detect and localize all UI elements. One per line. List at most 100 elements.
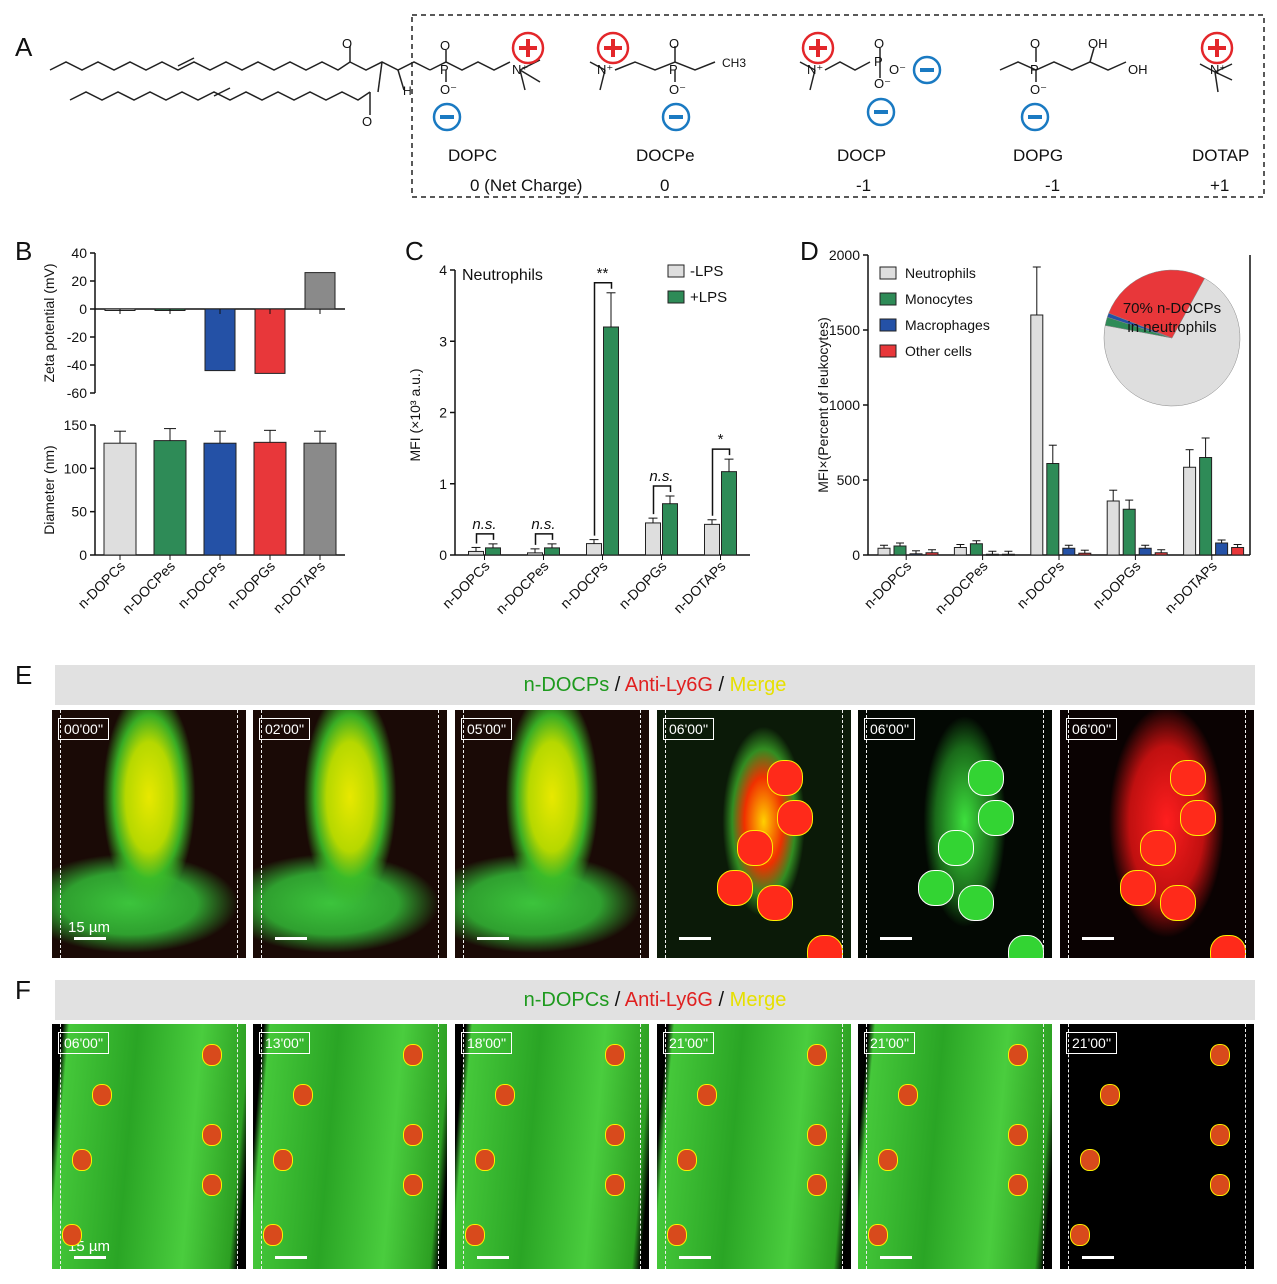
atom-o: O [669, 36, 680, 51]
cell-outline [1008, 1174, 1028, 1196]
timestamp: 06'00'' [1066, 718, 1118, 740]
molecule-name: DOPG [1013, 146, 1064, 165]
atom-n-plus: N⁺ [597, 62, 614, 77]
diameter-bar [153, 440, 187, 556]
y-tick-label: 2000 [829, 247, 860, 263]
mfi-percent-bar [893, 545, 907, 556]
scale-bar [74, 1256, 106, 1259]
scale-bar [275, 937, 307, 940]
title-antibody: Anti-Ly6G [624, 989, 713, 1011]
y-tick-label: 20 [71, 273, 87, 289]
cell-outline [1170, 760, 1206, 796]
atom-o-minus: O⁻ [1030, 82, 1047, 97]
microscopy-image: 02'00'' [253, 710, 447, 958]
mfi-bar [704, 523, 720, 556]
mfi-percent-bar [1078, 552, 1092, 556]
cell-outline [1008, 1124, 1028, 1146]
atom-p: P [440, 62, 449, 77]
legend-label: Neutrophils [905, 265, 976, 281]
panel-label-b: B [15, 236, 33, 266]
cell-outline [403, 1044, 423, 1066]
atom-h: H [403, 84, 412, 98]
d-ylabel: MFI×(Percent of leukocytes) [815, 317, 831, 492]
cell-outline [605, 1044, 625, 1066]
microscopy-image: 00'00'' 15 µm [52, 710, 246, 958]
atom-p: P [669, 62, 678, 77]
diameter-bar [303, 442, 337, 556]
title-merge: Merge [729, 674, 787, 696]
y-tick-label: 4 [439, 262, 447, 278]
molecule-name: DOPC [448, 146, 498, 165]
cell-outline [717, 870, 753, 906]
cell-outline [697, 1084, 717, 1106]
title-sep: / [712, 674, 730, 696]
cell-outline [62, 1224, 82, 1246]
cell-outline [1210, 1044, 1230, 1066]
mfi-percent-bar [1062, 547, 1076, 556]
timestamp: 06'00'' [663, 718, 715, 740]
cell-outline [1140, 830, 1176, 866]
cell-outline [1210, 1174, 1230, 1196]
mfi-percent-bar [1001, 553, 1015, 556]
atom-oh: OH [1128, 62, 1148, 77]
cell-outline [475, 1149, 495, 1171]
timestamp: 13'00'' [259, 1032, 311, 1054]
molecule-charge: -1 [856, 176, 872, 195]
scale-bar [1082, 1256, 1114, 1259]
y-tick-label: 0 [79, 547, 87, 563]
mfi-percent-bar [1199, 457, 1213, 556]
charge-markers [432, 31, 1234, 132]
pie-slice [1103, 277, 1241, 407]
x-tick-label: n-DOCPes [119, 558, 178, 617]
legend-swatch [667, 290, 685, 304]
pie-label: 70% n-DOCPs [1123, 300, 1221, 317]
molecule-charge: 0 (Net Charge) [470, 176, 583, 195]
y-tick-label: 3 [439, 333, 447, 349]
cell-outline [92, 1084, 112, 1106]
y-tick-label: 40 [71, 245, 87, 261]
vessel-outline [866, 1024, 1044, 1269]
timestamp: 05'00'' [461, 718, 513, 740]
atom-o-minus: O⁻ [669, 82, 686, 97]
cell-outline [898, 1084, 918, 1106]
legend-label: +LPS [690, 289, 727, 306]
y-tick-label: 0 [852, 547, 860, 563]
cell-outline [1120, 870, 1156, 906]
panel-e-title: n-DOCPs / Anti-Ly6G / Merge [55, 665, 1255, 705]
timestamp: 06'00'' [58, 1032, 110, 1054]
timestamp: 21'00'' [864, 1032, 916, 1054]
panel-label-e: E [15, 660, 33, 690]
timestamp: 21'00'' [663, 1032, 715, 1054]
vessel-outline [60, 710, 238, 958]
y-tick-label: 1500 [829, 322, 860, 338]
mfi-percent-bar [1106, 500, 1120, 556]
mfi-percent-bar [1183, 466, 1197, 556]
mfi-percent-bar [1122, 508, 1136, 556]
x-tick-label: n-DOTAPs [670, 558, 728, 616]
atom-p: P [874, 54, 883, 69]
microscopy-image: 06'00'' [657, 710, 851, 958]
title-nanoparticle: n-DOCPs [523, 674, 610, 696]
microscopy-image: 05'00'' [455, 710, 649, 958]
cell-outline [757, 885, 793, 921]
mfi-percent-bar [1154, 552, 1168, 556]
significance-label: n.s. [531, 516, 555, 533]
legend-label: Macrophages [905, 317, 990, 333]
timestamp: 00'00'' [58, 718, 110, 740]
cell-outline [273, 1149, 293, 1171]
microscopy-image: 21'00'' [858, 1024, 1052, 1269]
title-sep: / [609, 674, 625, 696]
y-tick-label: -20 [67, 329, 87, 345]
c-title: Neutrophils [462, 267, 543, 284]
y-tick-label: 0 [79, 301, 87, 317]
microscopy-image: 06'00'' [858, 710, 1052, 958]
significance-label: n.s. [472, 516, 496, 533]
pie-slice [1108, 269, 1205, 339]
scale-bar [880, 937, 912, 940]
molecule-name: DOCP [837, 146, 887, 165]
timestamp: 02'00'' [259, 718, 311, 740]
cell-outline [202, 1044, 222, 1066]
legend-swatch [879, 266, 897, 280]
diameter-bar [253, 441, 287, 556]
